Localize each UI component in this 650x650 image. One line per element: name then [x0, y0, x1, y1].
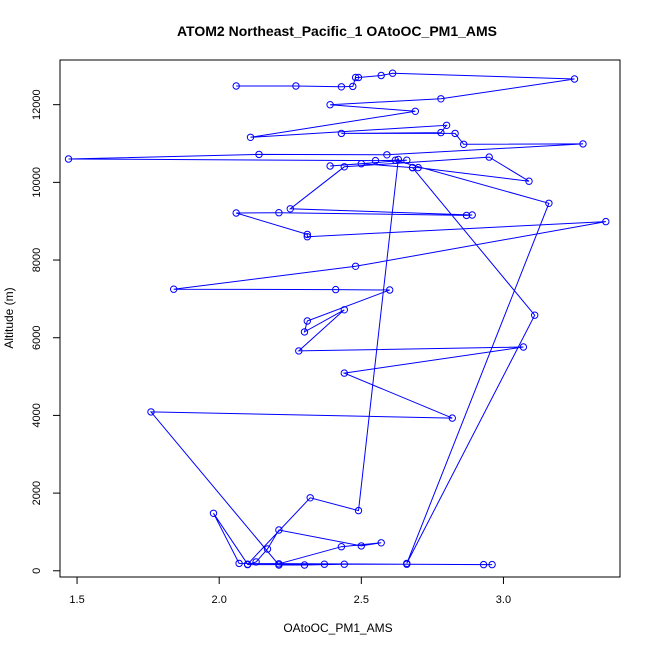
data-point — [303, 230, 311, 239]
data-point — [340, 163, 348, 171]
data-point — [252, 558, 260, 566]
data-point — [437, 95, 445, 103]
data-point — [488, 560, 496, 569]
y-tick-label: 4000 — [31, 403, 43, 427]
data-point — [545, 199, 553, 208]
data-point — [519, 343, 528, 351]
data-point — [448, 414, 456, 422]
data-point — [485, 153, 493, 161]
x-axis: 1.5 2.0 2.5 3.0 — [69, 577, 511, 606]
data-point — [349, 82, 357, 91]
data-point — [337, 129, 346, 138]
data-point — [275, 526, 283, 534]
data-point — [232, 82, 240, 90]
x-tick-label: 1.5 — [69, 594, 84, 606]
data-point — [442, 121, 451, 130]
x-tick-label: 3.0 — [496, 594, 511, 606]
data-point — [437, 128, 445, 137]
x-axis-label: OAtoOC_PM1_AMS — [283, 621, 392, 635]
x-tick-label: 2.5 — [354, 594, 369, 606]
plot-frame — [59, 59, 621, 578]
data-point — [263, 545, 272, 553]
y-tick-label: 10000 — [31, 167, 43, 198]
data-point — [337, 543, 346, 551]
data-point — [388, 69, 397, 77]
data-point — [408, 163, 417, 172]
data-point — [64, 155, 73, 163]
x-tick-label: 2.0 — [212, 594, 227, 606]
data-point — [377, 539, 385, 547]
data-point — [340, 306, 348, 314]
data-point — [255, 150, 263, 159]
chart-title: ATOM2 Northeast_Pacific_1 OAtoOC_PM1_AMS — [177, 23, 497, 39]
data-point — [386, 286, 394, 294]
data-point — [170, 285, 178, 293]
data-point — [479, 560, 488, 569]
data-point — [468, 211, 476, 219]
data-point — [414, 163, 422, 172]
data-point — [354, 506, 363, 515]
data-point — [275, 209, 283, 217]
y-tick-label: 0 — [31, 568, 43, 574]
data-point — [579, 140, 587, 148]
data-point — [531, 311, 539, 319]
data-point — [235, 559, 243, 568]
data-series — [64, 69, 610, 569]
data-point — [300, 328, 309, 336]
data-point — [295, 347, 303, 355]
data-point — [351, 73, 360, 82]
data-point — [300, 561, 309, 569]
data-point — [354, 73, 363, 82]
y-axis: 0 2000 4000 6000 8000 10000 12000 — [31, 89, 60, 574]
data-point — [340, 560, 348, 568]
data-point — [320, 560, 329, 568]
data-point — [286, 205, 294, 213]
data-point — [243, 560, 252, 568]
series-line — [68, 72, 606, 566]
data-point — [340, 369, 348, 377]
data-point — [209, 509, 218, 517]
data-point — [602, 217, 610, 226]
data-point — [303, 317, 311, 325]
data-point — [371, 156, 380, 165]
data-point — [246, 133, 255, 142]
data-point — [411, 107, 419, 116]
data-point — [337, 83, 346, 91]
data-point — [391, 156, 400, 164]
data-point — [351, 262, 360, 270]
data-point — [403, 559, 411, 568]
data-point — [383, 151, 391, 159]
data-point — [292, 82, 300, 90]
data-point — [147, 408, 155, 416]
data-point — [306, 494, 314, 502]
y-tick-label: 2000 — [31, 481, 43, 505]
y-axis-label: Altitude (m) — [2, 287, 16, 348]
data-point — [232, 209, 240, 217]
data-point — [326, 101, 334, 109]
data-point — [332, 285, 340, 294]
data-point — [303, 233, 311, 241]
data-point — [357, 542, 365, 550]
data-point — [525, 177, 533, 185]
data-point — [570, 75, 579, 83]
data-point — [377, 71, 385, 80]
data-point — [394, 155, 402, 164]
y-tick-label: 12000 — [31, 89, 43, 120]
data-point — [357, 160, 365, 168]
data-point — [462, 211, 471, 220]
data-point — [403, 156, 411, 164]
data-point — [451, 129, 459, 138]
data-point — [460, 140, 468, 149]
data-point — [275, 560, 283, 568]
data-point — [326, 162, 334, 170]
y-tick-label: 6000 — [31, 325, 43, 349]
y-tick-label: 8000 — [31, 248, 43, 272]
